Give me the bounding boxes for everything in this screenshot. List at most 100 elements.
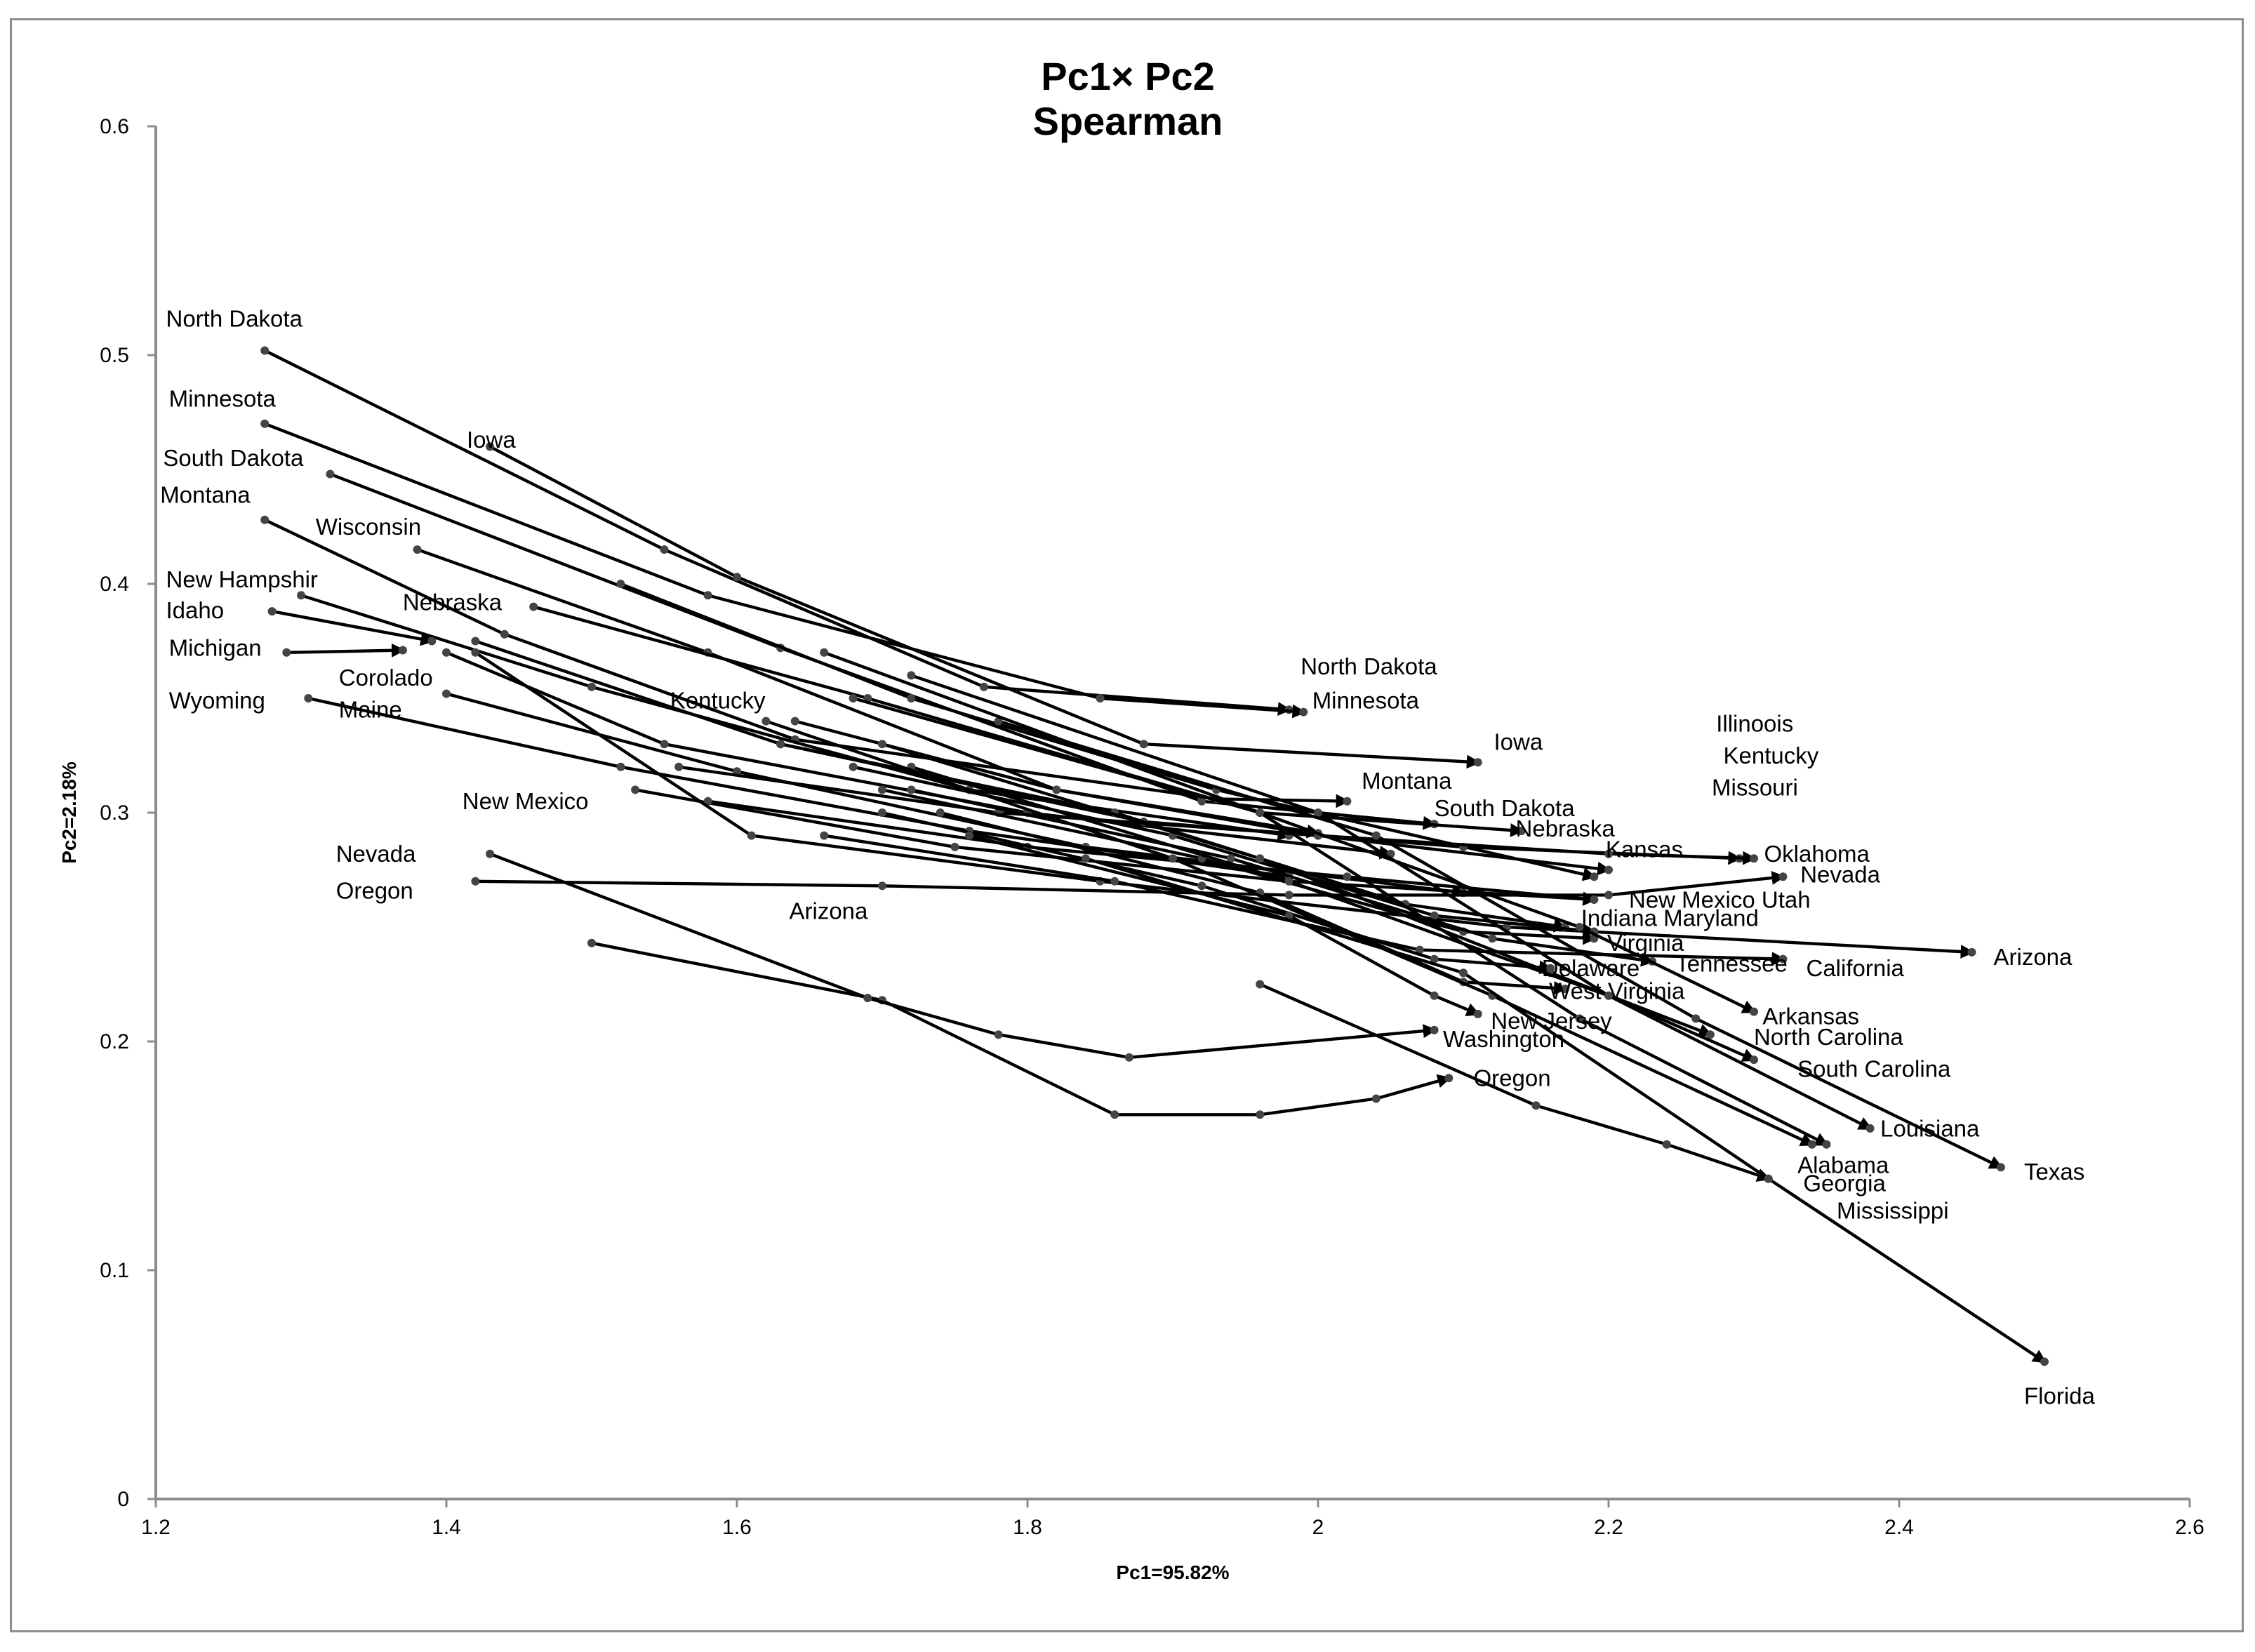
data-point: [1705, 1030, 1715, 1039]
series-mississippi: [761, 717, 1816, 1149]
label-tennessee: Tennessee: [1675, 951, 1788, 977]
data-point: [427, 637, 437, 646]
series-line: [940, 811, 1568, 995]
series-washington: [486, 849, 1439, 1062]
data-point: [1604, 849, 1613, 858]
data-point: [1807, 1140, 1816, 1149]
chart-title-line-1: Pc1× Pc2: [1041, 54, 1215, 98]
label-montana: Montana: [1362, 768, 1452, 794]
y-tick-label: 0.2: [100, 1030, 129, 1053]
data-point: [979, 682, 988, 691]
label-south-dakota: South Dakota: [1435, 795, 1576, 821]
label-missouri: Missouri: [1712, 775, 1798, 801]
data-point: [1575, 923, 1584, 931]
label-new-mexico: New Mexico: [463, 788, 589, 814]
label-oregon: Oregon: [1474, 1065, 1551, 1091]
series-line: [264, 518, 1350, 808]
label-minnesota: Minnesota: [1312, 688, 1420, 714]
data-point: [1430, 991, 1439, 1000]
series-montana: [260, 515, 1352, 808]
label-north-carolina: North Carolina: [1754, 1024, 1903, 1050]
axes: 1.2 1.4 1.6 1.8 2 2.2 2.4 2.6 0 0.1 0.2 0.3 0.4 0.5 0.…: [58, 115, 2204, 1583]
data-point: [1052, 785, 1061, 794]
data-point: [878, 785, 886, 794]
data-point: [1590, 895, 1599, 904]
series-arkansas: [849, 694, 1758, 1016]
data-point: [849, 694, 858, 702]
label-arizona: Arizona: [1994, 944, 2073, 970]
data-point: [1865, 1124, 1875, 1133]
x-tick-label: 1.4: [432, 1516, 461, 1539]
data-point: [1560, 985, 1569, 993]
y-tick-label: 0.4: [100, 573, 129, 596]
y-tick-label: 0.5: [100, 344, 129, 367]
data-point: [907, 694, 916, 702]
data-point: [761, 717, 771, 726]
data-point: [1996, 1163, 2005, 1172]
label-maine: Maine: [339, 697, 402, 723]
data-point: [703, 591, 712, 600]
y-tick-label: 0.1: [100, 1259, 129, 1282]
data-point: [1459, 968, 1468, 978]
series-line: [853, 696, 1757, 1013]
label-oklahoma: Oklahoma: [1764, 841, 1870, 867]
data-point: [907, 671, 916, 680]
label-virginia: Virginia: [1607, 930, 1684, 956]
label-indiana-maryland: Indiana Maryland: [1581, 905, 1759, 931]
data-point: [486, 849, 495, 858]
series-oregon: [587, 938, 1454, 1119]
label-wyoming: Wyoming: [169, 688, 265, 714]
label-nebraska: Nebraska: [403, 589, 503, 615]
data-point: [413, 545, 422, 554]
label-mississippi: Mississippi: [1837, 1198, 1949, 1224]
label-minnesota: Minnesota: [169, 385, 277, 411]
data-point: [674, 762, 684, 771]
series-new-jersey: [965, 831, 1482, 1018]
series-michigan: [282, 643, 407, 658]
series-nebraska: [529, 602, 1526, 837]
data-point: [304, 694, 313, 702]
data-point: [471, 648, 480, 657]
data-point: [1299, 707, 1308, 717]
chart-frame: [10, 18, 2244, 1632]
data-point: [1139, 740, 1148, 749]
data-point: [1169, 854, 1177, 863]
series-lines: [260, 346, 2049, 1366]
label-illinoois: Illinoois: [1716, 710, 1793, 736]
data-point: [1081, 854, 1090, 863]
data-point: [616, 580, 625, 588]
data-point: [1604, 891, 1613, 900]
label-arkansas: Arkansas: [1762, 1004, 1859, 1030]
data-point: [1750, 1055, 1758, 1065]
label-corolado: Corolado: [339, 665, 433, 691]
series-iowa: [486, 442, 1482, 769]
series-line: [591, 941, 1452, 1117]
data-point: [1967, 947, 1976, 957]
data-point: [1197, 797, 1206, 806]
y-tick-label: 0.3: [100, 801, 129, 825]
data-point: [1284, 891, 1293, 900]
series-line: [300, 594, 1292, 841]
series-nevada: [471, 871, 1788, 900]
x-tick-label: 1.2: [141, 1516, 171, 1539]
data-point: [1778, 872, 1788, 881]
label-georgia: Georgia: [1803, 1171, 1886, 1197]
data-point: [260, 515, 270, 524]
label-new-jersey: New Jersey: [1491, 1008, 1612, 1034]
data-point: [1226, 854, 1235, 863]
label-new-hampshir: New Hampshir: [166, 566, 318, 592]
data-point: [1662, 1140, 1671, 1149]
series-line: [286, 643, 406, 658]
label-north-dakota: North Dakota: [166, 305, 303, 331]
series-line: [1259, 982, 1771, 1182]
label-nebraska: Nebraska: [1516, 815, 1616, 841]
series-line: [307, 696, 1292, 882]
series-line: [446, 651, 1394, 860]
data-point: [1284, 877, 1293, 886]
data-point: [260, 419, 270, 428]
data-point: [631, 785, 640, 794]
data-point: [398, 646, 407, 655]
label-idaho: Idaho: [166, 597, 225, 623]
